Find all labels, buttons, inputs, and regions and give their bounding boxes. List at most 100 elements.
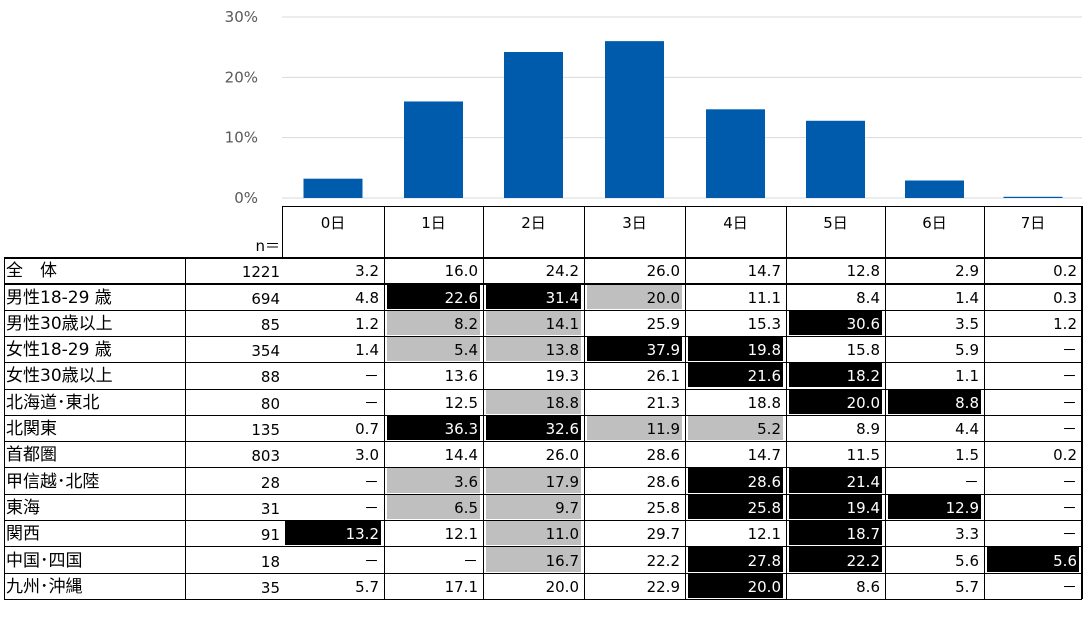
table-cell: 16.7 [486, 547, 581, 572]
bar [706, 109, 765, 198]
table-cell: 8.8 [888, 389, 981, 414]
table-rule [1082, 206, 1083, 599]
table-cell: 32.6 [486, 415, 581, 441]
table-rule [4, 309, 1082, 311]
table-rule [4, 362, 1082, 364]
table-rule [685, 206, 686, 599]
table-cell: 15.8 [846, 341, 880, 360]
bar [605, 41, 664, 199]
table-cell: 16.0 [444, 262, 478, 281]
table-cell: 31.4 [486, 284, 581, 309]
chart-gridlines [282, 16, 1082, 199]
table-rule [384, 206, 385, 599]
table-cell: 11.5 [846, 446, 880, 465]
table-cell: 13.6 [444, 367, 478, 386]
row-label: 女性30歳以上 [6, 366, 113, 387]
table-rule [282, 206, 283, 257]
table-cell: 4.8 [355, 288, 379, 307]
table-cell: 19.8 [688, 336, 783, 362]
table-cell: 12.5 [444, 393, 478, 412]
table-rule [584, 206, 585, 599]
table-cell: 3.6 [387, 468, 480, 493]
n-label: n＝ [255, 237, 280, 255]
table-cell: 1.2 [1053, 314, 1077, 333]
table-rule [185, 257, 186, 599]
table-cell: 9.7 [486, 494, 581, 519]
header-bottom-rule [4, 257, 1082, 259]
table-cell: 20.0 [688, 573, 783, 598]
bar [905, 180, 964, 198]
n-value: 803 [251, 447, 280, 466]
n-value: 354 [251, 342, 280, 361]
table-cell: 12.9 [888, 494, 981, 519]
table-cell: 20.0 [789, 389, 882, 414]
table-rule [885, 206, 886, 599]
table-cell: 5.7 [955, 577, 979, 596]
table-cell: － [363, 551, 379, 570]
table-cell: － [363, 393, 379, 412]
table-cell: － [363, 472, 379, 491]
table-rule [4, 335, 1082, 337]
table-cell: － [1061, 577, 1077, 596]
table-rule [984, 206, 985, 599]
table-cell: － [1061, 472, 1077, 491]
y-tick-label: 30% [225, 8, 258, 26]
y-tick-label: 0% [234, 189, 258, 207]
table-cell: 26.0 [545, 446, 579, 465]
table-cell: 3.3 [955, 525, 979, 544]
table-cell: 3.2 [355, 262, 379, 281]
column-header: 5日 [823, 213, 848, 232]
bar [504, 51, 563, 198]
table-cell: 3.5 [955, 314, 979, 333]
bar [806, 120, 865, 198]
table-rule [4, 598, 1082, 600]
bar [404, 101, 463, 198]
table-cell: 11.0 [486, 521, 581, 546]
table-cell: 8.6 [856, 577, 880, 596]
table-cell: 28.6 [646, 446, 680, 465]
table-rule [4, 414, 1082, 416]
table-cell: 11.1 [747, 288, 781, 307]
table-cell: 4.4 [955, 420, 979, 439]
n-value: 85 [260, 315, 280, 334]
column-header: 4日 [723, 213, 748, 232]
table-cell: 21.6 [688, 363, 783, 388]
table-cell: 22.6 [387, 284, 480, 309]
table-cell: 20.0 [545, 577, 579, 596]
table-cell: 5.4 [387, 336, 480, 362]
table-cell: 5.9 [955, 341, 979, 360]
table-cell: 5.7 [355, 577, 379, 596]
table-cell: 0.2 [1053, 262, 1077, 281]
row-label: 九州･沖縄 [6, 576, 83, 597]
row-label: 中国･四国 [6, 550, 83, 571]
table-cell: 12.1 [444, 525, 478, 544]
bar [303, 178, 363, 198]
table-cell: 1.5 [955, 446, 979, 465]
table-cell: 22.2 [789, 547, 882, 572]
table-cell: 0.3 [1053, 288, 1077, 307]
table-cell: 8.2 [387, 310, 480, 335]
table-rule [1081, 206, 1082, 599]
table-cell: － [963, 472, 979, 491]
n-value: 31 [260, 499, 280, 518]
table-cell: 1.2 [355, 314, 379, 333]
table-cell: 21.3 [646, 393, 680, 412]
n-value: 18 [260, 552, 280, 571]
row-label: 北関東 [6, 419, 57, 440]
table-cell: 6.5 [387, 494, 480, 519]
column-header: 0日 [320, 213, 346, 232]
table-rule [483, 206, 484, 599]
table-cell: 14.4 [444, 446, 478, 465]
table-cell: 5.2 [688, 415, 783, 441]
table-cell: 28.6 [688, 468, 783, 493]
table-cell: 8.9 [856, 420, 880, 439]
table-rule [4, 467, 1082, 469]
table-cell: － [1061, 393, 1077, 412]
y-tick-label: 20% [225, 68, 258, 86]
table-cell: 0.2 [1053, 446, 1077, 465]
column-header: 6日 [922, 213, 947, 232]
table-cell: 8.4 [856, 288, 880, 307]
table-cell: 22.2 [646, 551, 680, 570]
table-cell: 1.1 [955, 367, 979, 386]
row-label: 北海道･東北 [6, 392, 100, 413]
